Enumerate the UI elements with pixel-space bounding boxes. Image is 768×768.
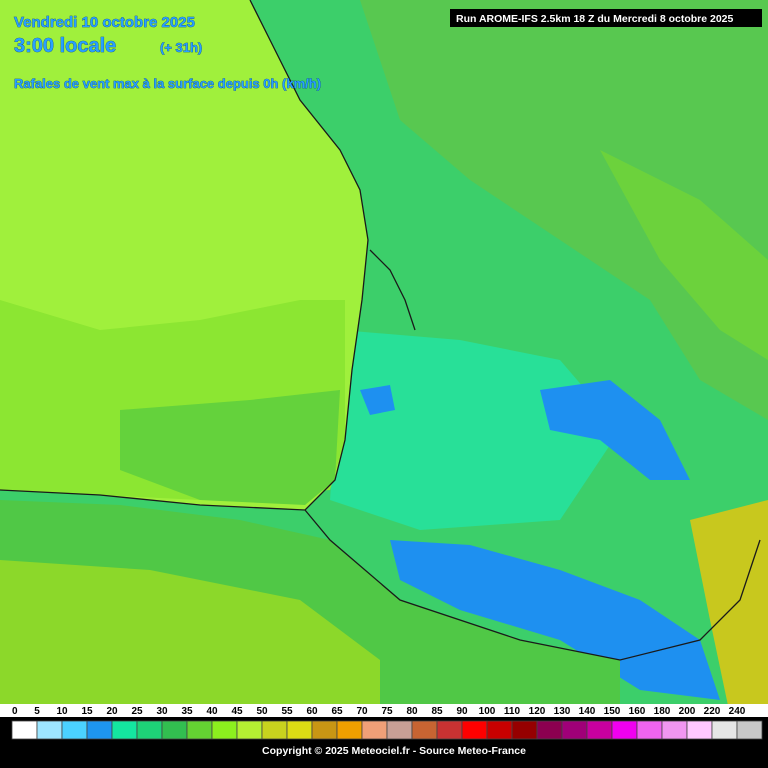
legend-label: 0 — [12, 706, 18, 717]
legend-swatch — [411, 720, 438, 740]
legend-label: 75 — [381, 706, 393, 717]
run-banner: Run AROME-IFS 2.5km 18 Z du Mercredi 8 o… — [456, 13, 734, 25]
legend-swatch — [361, 720, 388, 740]
legend-label: 100 — [479, 706, 496, 717]
legend-swatch — [736, 720, 763, 740]
legend-swatch — [36, 720, 63, 740]
map-title: Rafales de vent max à la surface depuis … — [14, 76, 321, 91]
legend: 0 5 10 15 20 25 30 35 40 45 50 55 60 65 70 75 80 85 90 100 1… — [0, 704, 768, 740]
legend-swatch — [86, 720, 113, 740]
legend-label: 80 — [406, 706, 418, 717]
legend-label: 50 — [256, 706, 268, 717]
legend-swatch — [286, 720, 313, 740]
legend-swatch — [511, 720, 538, 740]
legend-swatch — [311, 720, 338, 740]
legend-label: 70 — [356, 706, 368, 717]
legend-swatch — [611, 720, 638, 740]
legend-label: 240 — [729, 706, 746, 717]
legend-label: 85 — [431, 706, 443, 717]
legend-swatch — [461, 720, 488, 740]
legend-swatch — [161, 720, 188, 740]
legend-label: 20 — [106, 706, 118, 717]
legend-swatch — [211, 720, 238, 740]
legend-swatch — [711, 720, 738, 740]
legend-swatch — [11, 720, 38, 740]
legend-swatch — [336, 720, 363, 740]
legend-label: 150 — [604, 706, 621, 717]
legend-label: 45 — [231, 706, 243, 717]
estuary — [369, 249, 416, 331]
legend-label: 35 — [181, 706, 193, 717]
run-banner-bg — [450, 9, 762, 27]
med-zone — [690, 500, 768, 715]
legend-label: 110 — [504, 706, 521, 717]
legend-label: 15 — [81, 706, 93, 717]
gust-patch — [390, 540, 720, 700]
legend-swatch — [486, 720, 513, 740]
legend-label: 30 — [156, 706, 168, 717]
legend-swatch — [386, 720, 413, 740]
legend-swatch — [261, 720, 288, 740]
ocean-band — [120, 390, 340, 505]
legend-swatch — [536, 720, 563, 740]
legend-label: 130 — [554, 706, 571, 717]
legend-swatch — [686, 720, 713, 740]
legend-label: 55 — [281, 706, 293, 717]
legend-label: 90 — [456, 706, 468, 717]
legend-label: 5 — [34, 706, 40, 717]
legend-label: 180 — [654, 706, 671, 717]
legend-swatch — [136, 720, 163, 740]
massif — [600, 150, 768, 360]
legend-label: 60 — [306, 706, 318, 717]
legend-swatch — [436, 720, 463, 740]
gust-patch — [360, 385, 395, 415]
legend-label: 160 — [629, 706, 646, 717]
legend-label: 10 — [56, 706, 68, 717]
legend-swatch — [186, 720, 213, 740]
land-north — [360, 0, 768, 420]
coastline — [0, 0, 761, 661]
forecast-time: 3:00 locale — [14, 35, 116, 57]
legend-label-bg — [0, 704, 768, 717]
forecast-date: Vendredi 10 octobre 2025 — [14, 14, 195, 31]
gust-patch — [540, 380, 690, 480]
legend-label: 40 — [206, 706, 218, 717]
copyright: Copyright © 2025 Meteociel.fr - Source M… — [262, 745, 526, 757]
legend-swatch — [561, 720, 588, 740]
legend-swatch — [61, 720, 88, 740]
legend-label: 25 — [131, 706, 143, 717]
legend-swatch — [661, 720, 688, 740]
legend-label: 65 — [331, 706, 343, 717]
spain-dry — [0, 560, 380, 715]
legend-swatch — [111, 720, 138, 740]
legend-label: 120 — [529, 706, 546, 717]
legend-label: 220 — [704, 706, 721, 717]
lead-time: (+ 31h) — [160, 40, 202, 55]
legend-swatch — [586, 720, 613, 740]
legend-label: 200 — [679, 706, 696, 717]
legend-swatch — [236, 720, 263, 740]
landes — [330, 330, 620, 530]
legend-label: 140 — [579, 706, 596, 717]
legend-swatch — [636, 720, 663, 740]
